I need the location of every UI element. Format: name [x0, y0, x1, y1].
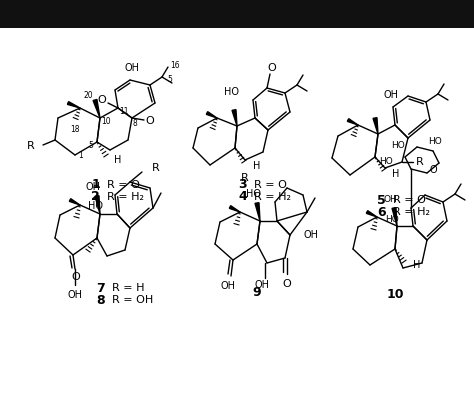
- Text: O: O: [146, 116, 155, 126]
- Text: R = OH: R = OH: [112, 295, 153, 305]
- Text: 5: 5: [89, 141, 93, 150]
- Text: R: R: [241, 173, 249, 183]
- Text: R = O: R = O: [254, 180, 287, 190]
- Text: OH: OH: [383, 90, 399, 100]
- Text: 11: 11: [119, 108, 129, 116]
- Text: O: O: [72, 272, 81, 282]
- Polygon shape: [93, 100, 100, 118]
- Text: R: R: [27, 141, 35, 151]
- Text: R = H₂: R = H₂: [254, 192, 291, 202]
- Text: 7: 7: [96, 281, 105, 295]
- Text: 3: 3: [238, 179, 247, 191]
- Polygon shape: [206, 112, 217, 118]
- Text: HO: HO: [88, 201, 103, 211]
- Text: HO: HO: [246, 189, 261, 199]
- Text: R: R: [152, 163, 160, 173]
- Text: 8: 8: [133, 118, 137, 127]
- Text: HO: HO: [385, 216, 399, 224]
- Polygon shape: [67, 102, 80, 108]
- Text: R = O: R = O: [107, 180, 140, 190]
- Text: 1: 1: [79, 150, 83, 160]
- Text: OH: OH: [220, 281, 236, 291]
- Text: R: R: [416, 157, 424, 167]
- Text: HO: HO: [379, 158, 393, 166]
- Text: 18: 18: [70, 125, 80, 135]
- Text: 6: 6: [377, 206, 386, 218]
- Text: H: H: [392, 169, 400, 179]
- Text: 8: 8: [96, 293, 105, 306]
- Text: R = O: R = O: [393, 195, 426, 205]
- Text: R = H: R = H: [112, 283, 145, 293]
- Text: H: H: [114, 155, 121, 165]
- Text: O: O: [429, 165, 437, 175]
- Polygon shape: [373, 118, 378, 134]
- Text: 10: 10: [386, 289, 404, 301]
- Polygon shape: [347, 119, 358, 125]
- Text: 1: 1: [91, 179, 100, 191]
- Text: HO: HO: [391, 141, 405, 150]
- Text: HO: HO: [224, 87, 239, 97]
- Text: 2: 2: [91, 191, 100, 204]
- Polygon shape: [255, 203, 260, 221]
- Text: 5: 5: [377, 193, 386, 206]
- Text: O: O: [283, 279, 292, 289]
- Text: R = H₂: R = H₂: [107, 192, 144, 202]
- Text: OH: OH: [255, 280, 270, 290]
- Polygon shape: [229, 206, 240, 212]
- Text: OH: OH: [304, 230, 319, 240]
- Text: HO: HO: [428, 137, 442, 145]
- Polygon shape: [232, 110, 237, 126]
- Polygon shape: [392, 208, 397, 226]
- Text: O: O: [268, 63, 276, 73]
- Text: OH: OH: [67, 290, 82, 300]
- Text: 4: 4: [238, 191, 247, 204]
- Polygon shape: [95, 196, 100, 214]
- Text: 10: 10: [101, 118, 111, 127]
- Polygon shape: [0, 0, 474, 28]
- Text: OH: OH: [383, 195, 397, 204]
- Text: H: H: [253, 161, 260, 171]
- Text: 9: 9: [253, 285, 261, 299]
- Text: R = H₂: R = H₂: [393, 207, 430, 217]
- Polygon shape: [69, 198, 80, 205]
- Text: OH: OH: [125, 63, 139, 73]
- Text: O: O: [98, 95, 106, 105]
- Text: 20: 20: [83, 91, 93, 100]
- Text: OH: OH: [86, 182, 101, 192]
- Text: 5: 5: [168, 75, 173, 85]
- Polygon shape: [366, 211, 377, 217]
- Text: 16: 16: [170, 60, 180, 69]
- Text: H: H: [413, 260, 420, 270]
